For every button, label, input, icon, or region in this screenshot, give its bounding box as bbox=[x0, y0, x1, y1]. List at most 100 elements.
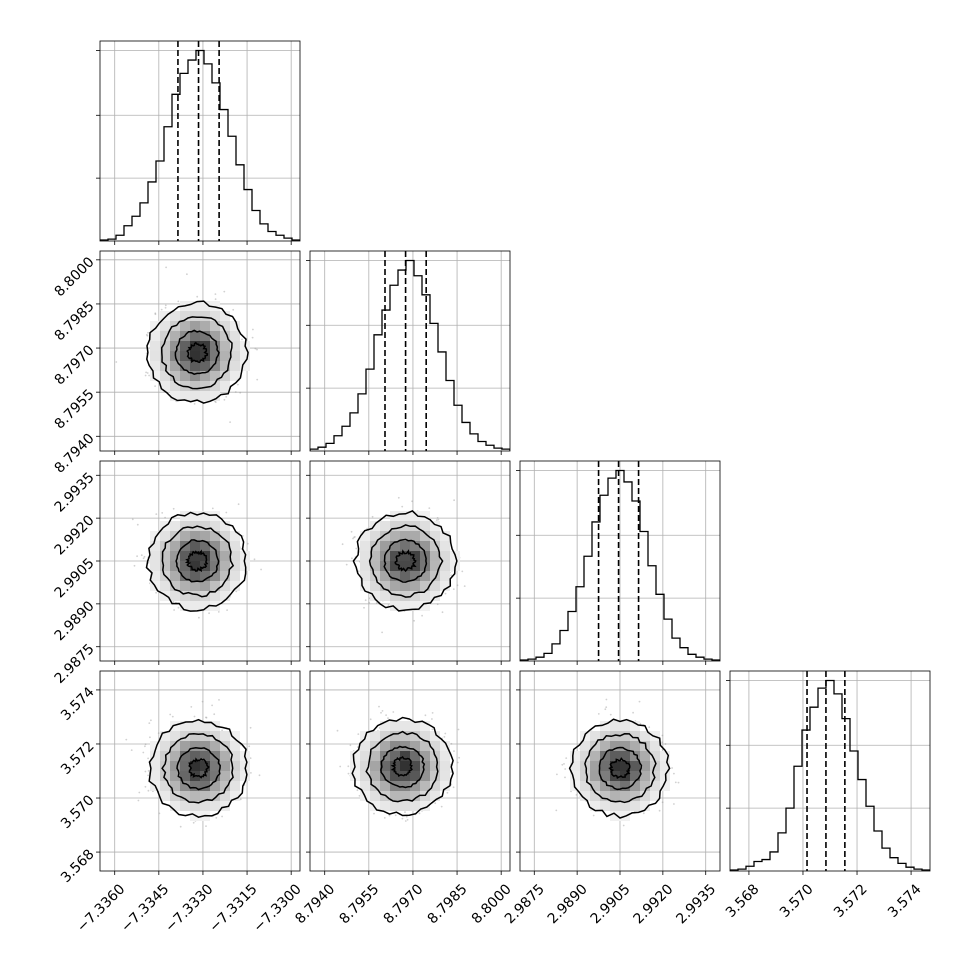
x-tick-label-1-2: 8.7970 bbox=[381, 881, 427, 927]
density-cell bbox=[190, 511, 200, 521]
sample-point bbox=[575, 794, 578, 796]
sample-point bbox=[632, 711, 634, 714]
sample-point bbox=[147, 757, 149, 760]
sample-point bbox=[239, 798, 242, 801]
sample-point bbox=[443, 736, 446, 738]
y-tick-label-2-1: 2.9890 bbox=[52, 598, 98, 644]
density-cell bbox=[180, 311, 190, 321]
density-cell bbox=[160, 731, 170, 741]
density-cell bbox=[390, 721, 400, 731]
sample-point bbox=[148, 374, 150, 377]
density-cell bbox=[200, 321, 210, 331]
density-cell bbox=[190, 381, 200, 391]
density-cell bbox=[390, 581, 400, 591]
density-cell bbox=[400, 801, 410, 811]
sample-point bbox=[381, 710, 384, 712]
density-cell bbox=[620, 761, 630, 771]
density-cell bbox=[230, 791, 240, 801]
sample-point bbox=[431, 728, 434, 731]
density-cell bbox=[160, 381, 170, 391]
sample-point bbox=[664, 743, 667, 745]
sample-point bbox=[253, 558, 256, 561]
density-cell bbox=[380, 531, 390, 541]
density-cell bbox=[190, 761, 200, 771]
density-panel-2-0 bbox=[96, 460, 301, 665]
density-cell bbox=[410, 581, 420, 591]
density-cell bbox=[200, 301, 210, 311]
density-cell bbox=[380, 781, 390, 791]
density-cell bbox=[160, 741, 170, 751]
density-cell bbox=[430, 741, 440, 751]
sample-point bbox=[457, 728, 460, 731]
density-cell bbox=[420, 511, 430, 521]
sample-point bbox=[169, 713, 172, 716]
density-cell bbox=[170, 391, 180, 401]
density-cell bbox=[220, 771, 230, 781]
density-cell bbox=[390, 791, 400, 801]
density-cell bbox=[210, 531, 220, 541]
density-cell bbox=[410, 741, 420, 751]
density-cell bbox=[230, 551, 240, 561]
density-cell bbox=[380, 741, 390, 751]
sample-point bbox=[336, 729, 339, 732]
density-cell bbox=[170, 761, 180, 771]
y-tick-label-1-4: 8.8000 bbox=[52, 254, 98, 300]
density-cell bbox=[200, 521, 210, 531]
sample-point bbox=[446, 791, 449, 794]
sample-point bbox=[248, 745, 251, 748]
density-contour bbox=[598, 746, 643, 791]
density-contour bbox=[383, 538, 428, 583]
density-cell bbox=[410, 551, 420, 561]
density-cell bbox=[210, 541, 220, 551]
density-cell bbox=[200, 531, 210, 541]
density-cell bbox=[230, 761, 240, 771]
density-cell bbox=[380, 761, 390, 771]
density-cell bbox=[440, 761, 450, 771]
density-contour bbox=[608, 757, 631, 780]
sample-point bbox=[404, 820, 407, 822]
density-cell bbox=[160, 331, 170, 341]
sample-point bbox=[356, 789, 359, 792]
sample-point bbox=[171, 715, 174, 718]
sample-point bbox=[363, 606, 365, 609]
density-cell bbox=[190, 391, 200, 401]
density-cell bbox=[210, 391, 220, 401]
density-cell bbox=[190, 301, 200, 311]
density-cell bbox=[630, 801, 640, 811]
density-cell bbox=[200, 331, 210, 341]
density-cell bbox=[220, 571, 230, 581]
sample-point bbox=[368, 601, 371, 604]
density-cell bbox=[160, 311, 170, 321]
density-cell bbox=[430, 791, 440, 801]
density-cell bbox=[430, 561, 440, 571]
sample-point bbox=[147, 789, 150, 792]
density-cell bbox=[150, 561, 160, 571]
density-cell bbox=[150, 361, 160, 371]
density-cell bbox=[180, 761, 190, 771]
density-cell bbox=[200, 381, 210, 391]
density-cell bbox=[610, 781, 620, 791]
panel-frame bbox=[99, 250, 301, 452]
sample-point bbox=[249, 726, 252, 729]
density-contour bbox=[394, 549, 417, 573]
sample-point bbox=[347, 765, 350, 768]
density-cell bbox=[180, 781, 190, 791]
density-cell bbox=[380, 731, 390, 741]
density-cell bbox=[400, 761, 410, 771]
x-tick-label-1-3: 8.7985 bbox=[425, 881, 471, 927]
sample-point bbox=[357, 733, 360, 735]
sample-point bbox=[677, 781, 680, 784]
density-cell bbox=[390, 601, 400, 611]
sample-point bbox=[339, 765, 342, 768]
y-tick-label-3-0: 3.568 bbox=[58, 846, 98, 886]
sample-point bbox=[250, 772, 252, 774]
sample-point bbox=[201, 700, 204, 703]
sample-point bbox=[211, 507, 214, 510]
density-cell bbox=[150, 741, 160, 751]
histogram-step bbox=[100, 49, 300, 241]
sample-point bbox=[172, 600, 175, 603]
density-cell bbox=[190, 581, 200, 591]
sample-point bbox=[251, 336, 254, 339]
density-cell bbox=[350, 771, 360, 781]
x-tick-label-3-2: 3.572 bbox=[831, 881, 871, 921]
